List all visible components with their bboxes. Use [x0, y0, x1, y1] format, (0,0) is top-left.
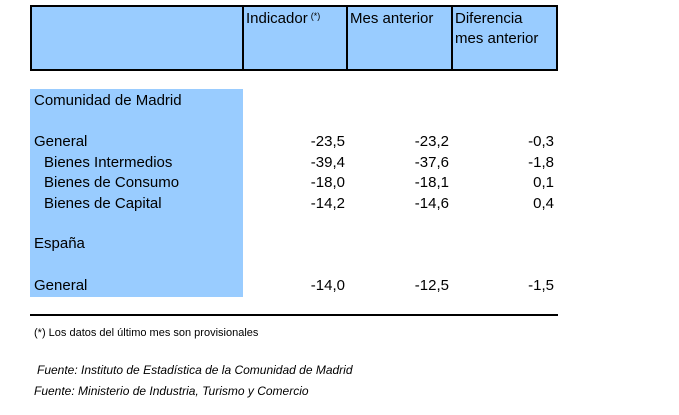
- row-indicador: -14,0: [310, 277, 345, 294]
- table-header-band: [30, 6, 558, 70]
- section-madrid: Comunidad de Madrid: [34, 92, 182, 109]
- row-mes-anterior: -18,1: [414, 174, 449, 191]
- header-indicador-mark: (*): [310, 11, 321, 21]
- table-bottom-rule: [30, 314, 558, 316]
- source-line-1: Fuente: Instituto de Estadística de la C…: [37, 363, 353, 377]
- row-diferencia: -0,3: [528, 133, 554, 150]
- header-left-rule: [30, 5, 32, 71]
- row-diferencia: 0,1: [533, 174, 554, 191]
- header-bottom-rule: [30, 69, 558, 71]
- footnote: (*) Los datos del último mes son provisi…: [34, 327, 259, 339]
- row-label: General: [34, 133, 88, 150]
- row-label: Bienes de Capital: [44, 195, 162, 212]
- row-indicador: -14,2: [310, 195, 345, 212]
- source-line-2: Fuente: Ministerio de Industria, Turismo…: [34, 384, 309, 398]
- row-label: Bienes de Consumo: [44, 174, 180, 191]
- row-indicador: -23,5: [310, 133, 345, 150]
- header-divider-1: [242, 5, 244, 71]
- row-diferencia: -1,8: [528, 154, 554, 171]
- header-diferencia-line1: Diferencia: [455, 10, 523, 27]
- header-divider-3: [451, 5, 453, 71]
- header-divider-2: [346, 5, 348, 71]
- row-indicador: -39,4: [310, 154, 345, 171]
- row-label: Bienes Intermedios: [44, 154, 173, 171]
- header-right-rule: [556, 5, 558, 71]
- header-diferencia-line2: mes anterior: [455, 30, 539, 47]
- row-mes-anterior: -14,6: [414, 195, 449, 212]
- row-indicador: -18,0: [310, 174, 345, 191]
- row-diferencia: 0,4: [533, 195, 554, 212]
- header-diferencia: Diferencia mes anterior: [455, 9, 538, 49]
- row-mes-anterior: -12,5: [414, 277, 449, 294]
- header-indicador-label: Indicador: [246, 10, 308, 27]
- header-top-rule: [30, 5, 558, 7]
- label-column-band: [30, 89, 243, 297]
- header-indicador: Indicador (*): [246, 9, 320, 29]
- header-mes-anterior: Mes anterior: [350, 10, 434, 27]
- row-mes-anterior: -37,6: [414, 154, 449, 171]
- row-label: General: [34, 277, 88, 294]
- row-mes-anterior: -23,2: [414, 133, 449, 150]
- row-diferencia: -1,5: [528, 277, 554, 294]
- section-espana: España: [34, 235, 85, 252]
